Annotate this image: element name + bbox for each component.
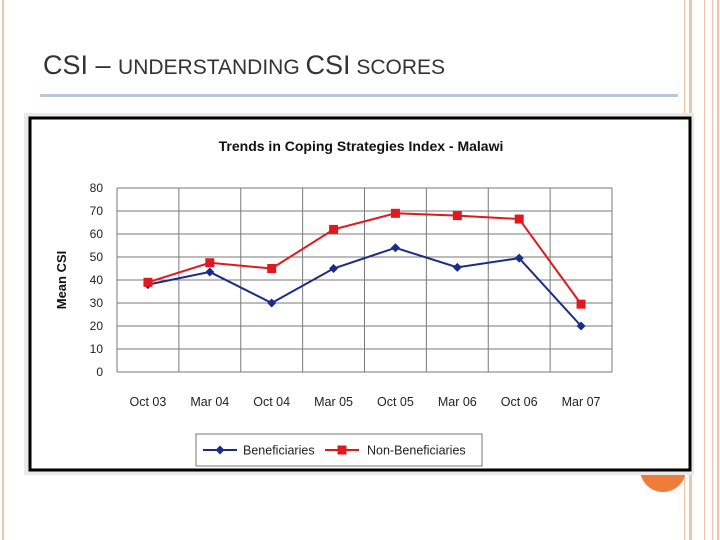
y-tick-label: 80 (90, 181, 104, 195)
x-tick-label: Oct 04 (253, 395, 290, 409)
y-tick-label: 40 (90, 273, 104, 287)
title-prefix: CSI – (43, 50, 119, 80)
legend: Beneficiaries Non-Beneficiaries (195, 433, 483, 467)
title-csi: CSI (305, 50, 351, 80)
data-point-marker (390, 208, 400, 218)
legend-label: Non-Beneficiaries (367, 444, 466, 458)
series-line (147, 246, 582, 327)
data-point-marker (143, 277, 153, 287)
grid-layer: 0 10 20 30 40 50 60 70 80 Oct 03 Mar 04 Oct 04 Mar 0… (90, 181, 613, 409)
y-tick-label: 30 (90, 296, 104, 310)
legend-label: Beneficiaries (243, 444, 315, 458)
data-point-marker (390, 243, 400, 253)
data-point-marker (267, 298, 277, 308)
y-tick-label: 70 (90, 204, 104, 218)
data-point-marker (576, 299, 586, 309)
data-point-marker (205, 258, 215, 268)
slide-title: CSI – UNDERSTANDING CSI SCORES (43, 50, 445, 81)
series-layer (143, 208, 586, 331)
right-border-line (704, 0, 705, 540)
x-tick-label: Mar 05 (314, 395, 353, 409)
chart-title: Trends in Coping Strategies Index - Mala… (219, 138, 504, 154)
title-suffix: SCORES (350, 56, 446, 79)
title-main: UNDERSTANDING (118, 56, 306, 79)
legend-marker (215, 445, 225, 455)
y-tick-label: 0 (96, 365, 103, 379)
x-tick-label: Mar 04 (190, 395, 229, 409)
x-tick-label: Oct 06 (501, 395, 538, 409)
chart-frame (28, 116, 692, 472)
left-border-line (2, 0, 4, 540)
data-point-marker (576, 321, 586, 331)
x-tick-label: Oct 03 (130, 395, 167, 409)
right-border-line (717, 0, 719, 540)
title-underline (40, 94, 678, 97)
x-tick-label: Mar 06 (438, 395, 477, 409)
data-point-marker (329, 224, 339, 234)
y-tick-label: 50 (90, 250, 104, 264)
data-point-marker (267, 264, 277, 273)
legend-marker (337, 445, 347, 455)
data-point-marker (452, 211, 462, 221)
y-tick-label: 60 (90, 227, 104, 241)
data-point-marker (205, 267, 215, 277)
data-point-marker (452, 262, 462, 272)
y-tick-label: 10 (90, 342, 104, 356)
x-tick-label: Oct 05 (377, 395, 414, 409)
right-border-line (712, 0, 713, 540)
series-line (147, 212, 582, 305)
data-point-marker (329, 264, 339, 273)
data-point-marker (514, 253, 524, 263)
y-tick-label: 20 (90, 319, 104, 333)
data-point-marker (514, 214, 524, 224)
x-tick-label: Mar 07 (562, 395, 601, 409)
y-axis-label: Mean CSI (54, 251, 69, 310)
